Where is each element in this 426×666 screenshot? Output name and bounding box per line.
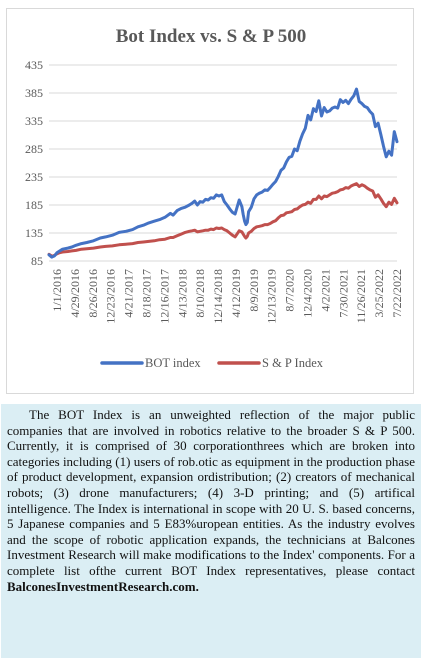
x-tick-label: 8/10/2018 [193, 269, 207, 318]
x-tick-label: 3/25/2022 [372, 269, 386, 318]
x-tick-label: 12/16/2017 [157, 269, 171, 324]
x-tick-label: 4/21/2017 [122, 269, 136, 318]
x-tick-label: 4/2/2021 [318, 269, 332, 312]
x-tick-label: 12/13/2019 [265, 269, 279, 324]
x-tick-label: 8/7/2020 [283, 269, 297, 312]
y-tick-label: 285 [25, 142, 43, 156]
legend: BOT index S & P Index [100, 356, 324, 370]
legend-sp-index-label: S & P Index [262, 356, 324, 370]
x-tick-label: 4/29/2016 [68, 269, 82, 318]
index-description: The BOT Index is an unweighted reflectio… [1, 404, 421, 658]
gridlines [49, 64, 397, 262]
contact-website: BalconesInvestmentResearch.com. [7, 578, 199, 594]
chart-panel: Bot Index vs. S & P 500 85 135 185 235 285 33… [6, 8, 414, 394]
x-tick-label: 4/13/2018 [175, 269, 189, 318]
x-tick-label: 12/14/2018 [211, 269, 225, 324]
x-tick-label: 7/22/2022 [390, 269, 404, 318]
x-tick-label: 12/4/2020 [301, 269, 315, 318]
y-axis-ticks: 85 135 185 235 285 335 385 435 [25, 58, 43, 268]
x-tick-label: 8/9/2019 [247, 269, 261, 312]
series-lines [47, 87, 399, 259]
x-tick-label: 7/30/2021 [336, 269, 350, 318]
line-chart: Bot Index vs. S & P 500 85 135 185 235 285 33… [25, 26, 404, 370]
x-tick-label: 8/26/2016 [86, 269, 100, 318]
y-tick-label: 135 [25, 226, 43, 240]
x-tick-label: 8/18/2017 [139, 269, 153, 318]
y-tick-label: 335 [25, 114, 43, 128]
x-tick-label: 11/26/2021 [354, 269, 368, 323]
x-axis-ticks: 1/1/2016 4/29/2016 8/26/2016 12/23/2016 4/21… [50, 269, 404, 324]
legend-bot-index-label: BOT index [145, 356, 201, 370]
y-tick-label: 185 [25, 198, 43, 212]
y-tick-label: 85 [31, 254, 43, 268]
description-body: The BOT Index is an unweighted reflectio… [7, 407, 415, 578]
y-tick-label: 385 [25, 86, 43, 100]
chart-title: Bot Index vs. S & P 500 [116, 26, 307, 47]
x-tick-label: 1/1/2016 [50, 269, 64, 312]
x-tick-label: 12/23/2016 [104, 269, 118, 324]
series-line-bot-index [47, 87, 399, 259]
y-tick-label: 235 [25, 170, 43, 184]
x-tick-label: 4/12/2019 [229, 269, 243, 318]
series-line-sp-index [47, 182, 399, 258]
y-tick-label: 435 [25, 58, 43, 72]
